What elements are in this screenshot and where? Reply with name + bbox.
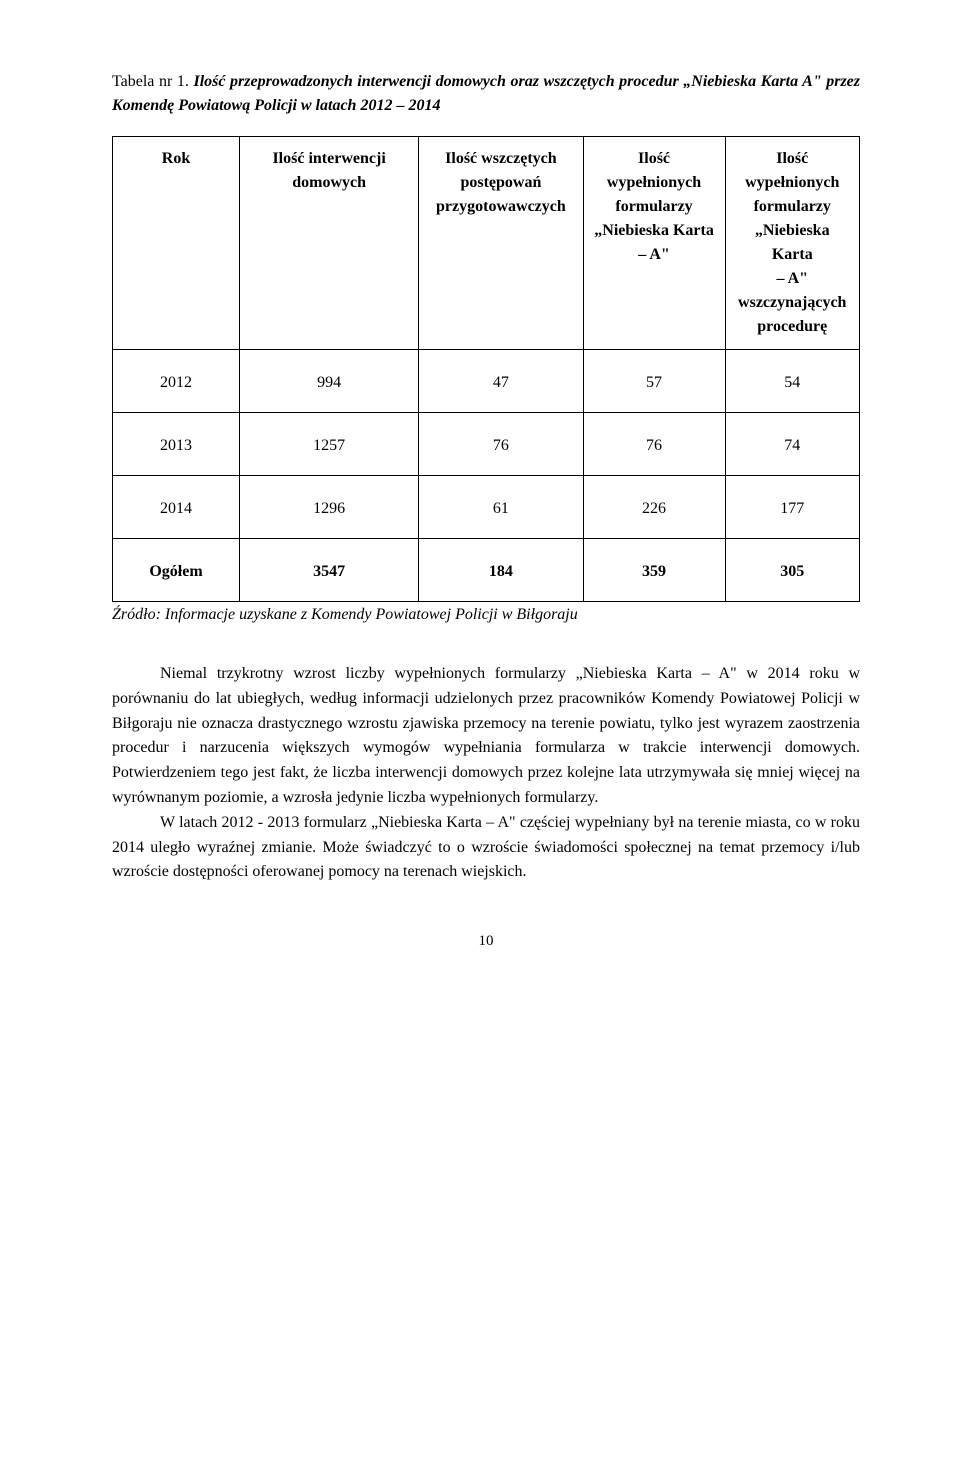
cell-year: 2014 [113,476,240,539]
total-row: Ogółem 3547 184 359 305 [113,539,860,602]
cell-value: 54 [725,350,860,413]
cell-value: 177 [725,476,860,539]
table-row: 2012 994 47 57 54 [113,350,860,413]
body-text: Niemal trzykrotny wzrost liczby wypełnio… [112,662,860,885]
page-number: 10 [112,933,860,950]
header-initiated: Ilość wszczętych postępowań przygotowawc… [419,137,583,350]
caption-label: Tabela nr 1. [112,73,189,90]
table-row: 2013 1257 76 76 74 [113,413,860,476]
cell-value: 76 [419,413,583,476]
total-label: Ogółem [113,539,240,602]
data-table: Rok Ilość interwencji domowych Ilość wsz… [112,136,860,602]
header-row: Rok Ilość interwencji domowych Ilość wsz… [113,137,860,350]
cell-value: 76 [583,413,725,476]
cell-value: 61 [419,476,583,539]
cell-year: 2012 [113,350,240,413]
header-interventions: Ilość interwencji domowych [239,137,418,350]
cell-value: 47 [419,350,583,413]
table-caption: Tabela nr 1. Ilość przeprowadzonych inte… [112,70,860,118]
header-forms: Ilość wypełnionych formularzy „Niebieska… [583,137,725,350]
cell-value: 57 [583,350,725,413]
cell-value: 1296 [239,476,418,539]
table-row: 2014 1296 61 226 177 [113,476,860,539]
cell-value: 1257 [239,413,418,476]
cell-value: 994 [239,350,418,413]
cell-value: 74 [725,413,860,476]
total-value: 305 [725,539,860,602]
total-value: 184 [419,539,583,602]
caption-title: Ilość przeprowadzonych interwencji domow… [112,73,860,114]
paragraph: Niemal trzykrotny wzrost liczby wypełnio… [112,662,860,811]
header-forms-procedure: Ilość wypełnionych formularzy „Niebieska… [725,137,860,350]
total-value: 3547 [239,539,418,602]
total-value: 359 [583,539,725,602]
source-note: Źródło: Informacje uzyskane z Komendy Po… [112,606,860,624]
cell-value: 226 [583,476,725,539]
paragraph: W latach 2012 - 2013 formularz „Niebiesk… [112,811,860,885]
header-year: Rok [113,137,240,350]
cell-year: 2013 [113,413,240,476]
